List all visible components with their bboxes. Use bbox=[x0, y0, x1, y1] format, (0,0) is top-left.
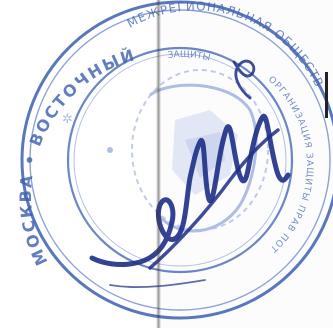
seal-outer-ring bbox=[20, 0, 333, 320]
edge-mark bbox=[325, 72, 328, 118]
svg-text:✲: ✲ bbox=[62, 112, 73, 127]
seal-middle-ring bbox=[29, 9, 331, 311]
seal-emblem: ✲ bbox=[62, 69, 269, 233]
seal-inner-ring bbox=[66, 46, 294, 274]
seal-inner-ring-2 bbox=[73, 53, 287, 267]
handwritten-signature-icon bbox=[89, 59, 291, 288]
seal-outer-text: МОСКВА • ВОСТОЧНЫЙ bbox=[16, 45, 138, 268]
seal-top-text: МЕЖРЕГИОНАЛЬНАЯ ОБЩЕСТВЕННАЯ bbox=[0, 0, 326, 90]
scan-fold-line bbox=[156, 0, 161, 328]
